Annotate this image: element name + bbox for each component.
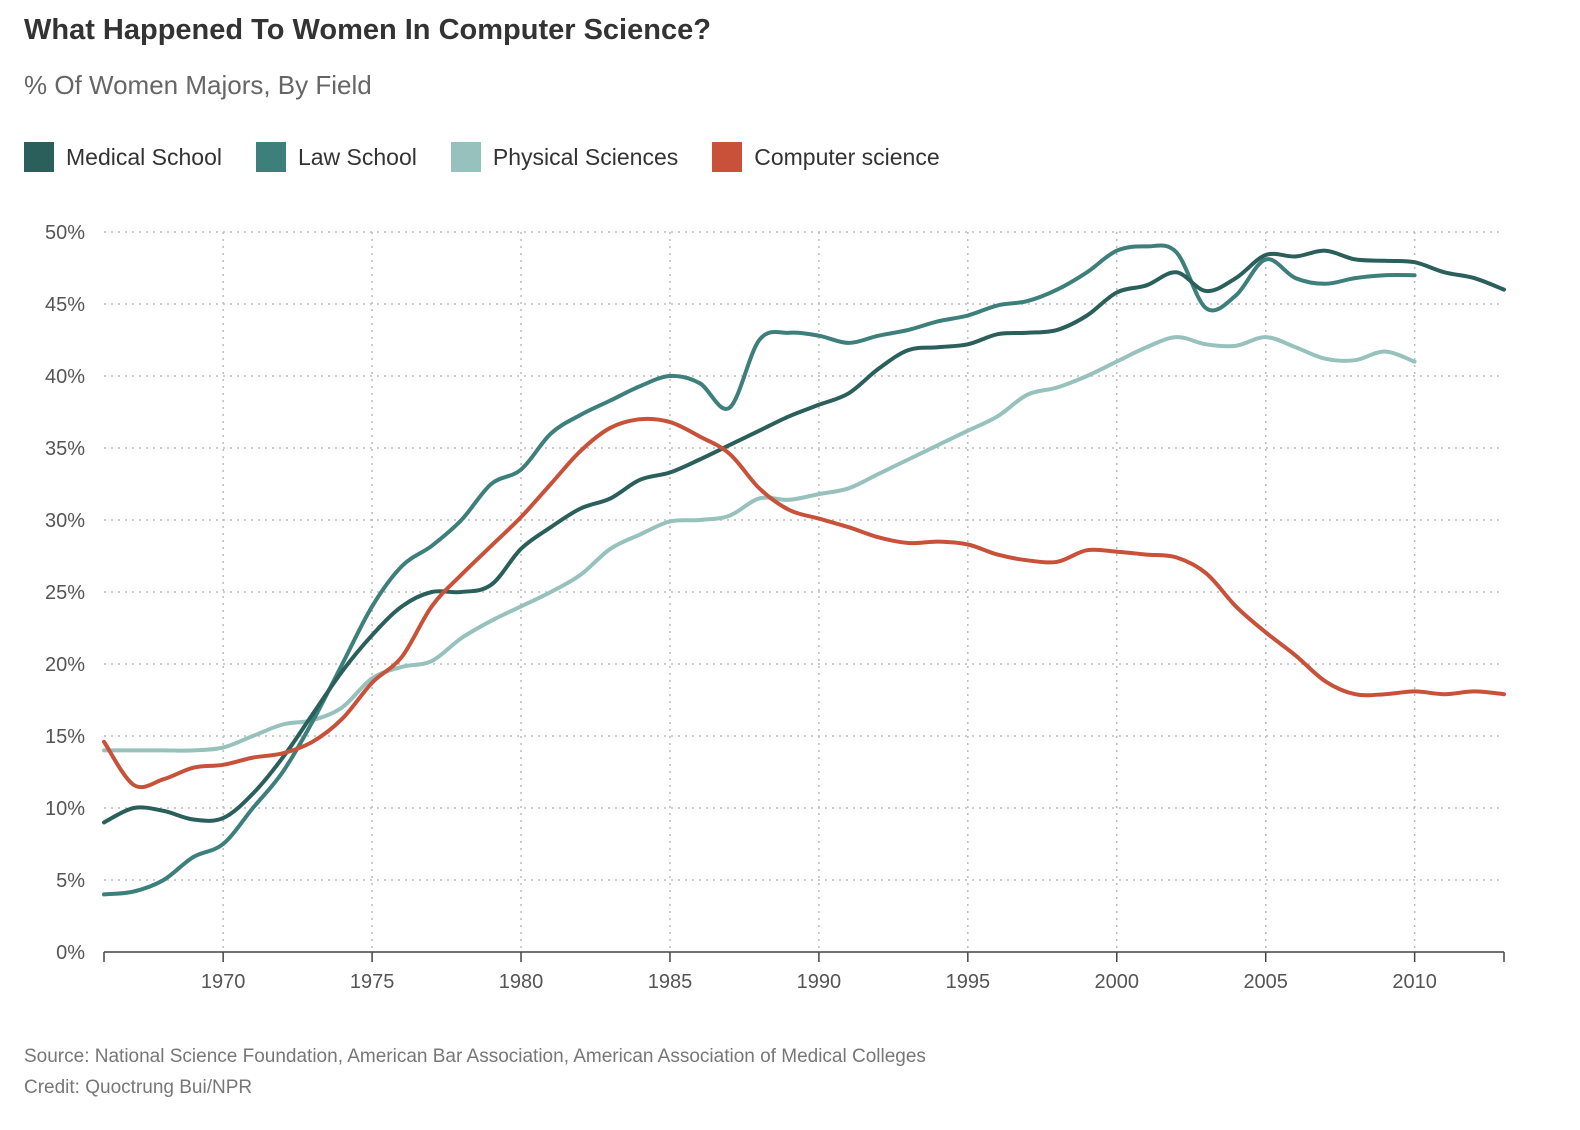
legend-swatch-computer-science <box>712 142 743 172</box>
legend-label-physical-sciences: Physical Sciences <box>492 143 679 170</box>
series-line-physical-sciences <box>102 335 1417 753</box>
tick-labels: 0% 5% 10% 15% 20% 25% 30% 35% 40% 45% 50% 1970 1975 1… <box>45 222 1437 993</box>
y-tick-label: 10% <box>45 798 85 820</box>
y-tick-label: 0% <box>56 942 85 964</box>
chart-subtitle: % Of Women Majors, By Field <box>24 70 372 100</box>
credit-note: Credit: Quoctrung Bui/NPR <box>24 1077 253 1098</box>
legend-swatch-medical-school <box>24 142 54 172</box>
chart-title: What Happened To Women In Computer Scien… <box>24 14 711 46</box>
legend-item-medical-school: Medical School <box>24 142 222 172</box>
x-tick-label: 1995 <box>946 971 991 993</box>
series-line-medical-school <box>102 248 1506 825</box>
y-tick-label: 5% <box>56 870 85 892</box>
x-tick-label: 2000 <box>1095 971 1140 993</box>
legend-swatch-physical-sciences <box>450 142 481 172</box>
x-tick-label: 1970 <box>201 971 246 993</box>
legend-item-physical-sciences: Physical Sciences <box>450 142 679 172</box>
x-tick-label: 1980 <box>499 971 544 993</box>
x-tick-label: 2010 <box>1392 971 1437 993</box>
line-chart: 0% 5% 10% 15% 20% 25% 30% 35% 40% 45% 50% 1970 1975 1… <box>45 222 1506 993</box>
legend-swatch-law-school <box>255 142 286 172</box>
y-tick-label: 20% <box>45 654 85 676</box>
legend-label-computer-science: Computer science <box>754 143 940 170</box>
x-tick-label: 2005 <box>1243 971 1288 993</box>
x-axis <box>103 951 1505 962</box>
series-line-computer-science <box>102 416 1506 790</box>
legend-item-law-school: Law School <box>255 142 417 172</box>
y-tick-label: 40% <box>45 366 85 388</box>
x-tick-label: 1975 <box>350 971 395 993</box>
source-note: Source: National Science Foundation, Ame… <box>24 1046 926 1067</box>
x-tick-label: 1990 <box>797 971 842 993</box>
legend-label-medical-school: Medical School <box>66 143 222 170</box>
y-tick-label: 15% <box>45 726 85 748</box>
gridlines <box>104 231 1504 952</box>
y-tick-label: 25% <box>45 582 85 604</box>
series-line-law-school <box>102 243 1417 897</box>
series-lines <box>102 243 1506 897</box>
x-tick-label: 1985 <box>648 971 693 993</box>
y-tick-label: 45% <box>45 294 85 316</box>
y-tick-label: 50% <box>45 222 85 244</box>
y-tick-label: 35% <box>45 438 85 460</box>
legend-label-law-school: Law School <box>297 143 417 170</box>
legend-item-computer-science: Computer science <box>712 142 940 172</box>
y-tick-label: 30% <box>45 510 85 532</box>
legend: Medical School Law School Physical Scien… <box>24 142 974 172</box>
